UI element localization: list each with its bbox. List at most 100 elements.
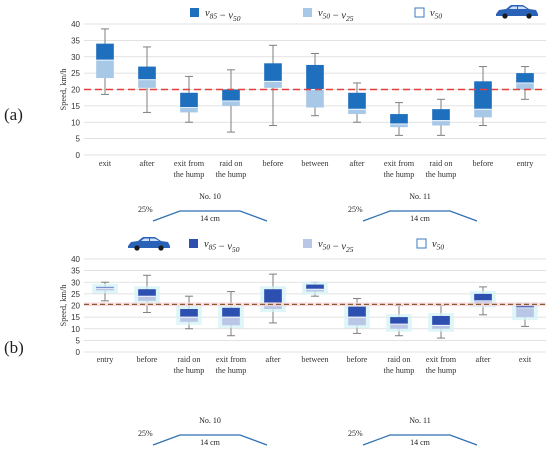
box-8 [432,98,450,136]
box-4 [260,273,286,324]
box-lower-quartile [180,107,198,113]
x-category-label: before [473,159,494,168]
box-1 [138,46,156,113]
hump-slope-label: 25% [138,429,153,438]
car-wheel [158,245,164,251]
box-lower-quartile [516,307,534,318]
box-upper-quartile [96,43,114,61]
box-lower-quartile [138,296,156,301]
panel-label: (a) [4,105,23,124]
hump-profile-0: No. 10 25% 14 cm [138,416,268,447]
legend-swatch-dark [190,8,199,17]
box-upper-quartile [432,109,450,121]
x-category-label: after [350,159,365,168]
legend-swatch-median [416,238,427,249]
box-5 [302,281,328,297]
legend-label: v50 [430,8,442,21]
x-category-label: raid on the hump [384,355,415,375]
box-lower-quartile [432,120,450,126]
box-upper-quartile [180,308,198,318]
hump-profile-line [152,434,268,446]
y-tick-label: 0 [76,348,81,357]
y-tick-label: 25 [71,69,80,78]
box-lower-quartile [306,289,324,292]
box-upper-quartile [138,66,156,80]
x-category-label: raid on the hump [216,159,247,179]
hump-width-label: 14 cm [200,214,221,223]
chart-panel-b: (b) Speed, km/h 0 5 10 15 20 25 30 35 40 entry befor… [4,237,546,447]
x-category-label: entry [97,355,115,364]
hump-profile-1: No. 11 25% 14 cm [348,192,478,223]
hump-slope-label: 25% [138,205,153,214]
hump-profile-line [362,210,478,222]
box-lower-quartile [348,109,366,115]
x-category-label: before [137,355,158,364]
x-category-label: before [263,159,284,168]
x-category-label: between [301,159,328,168]
box-upper-quartile [306,284,324,290]
y-tick-label: 30 [71,278,80,287]
hump-width-label: 14 cm [200,438,221,447]
chart-panel-a: (a) Speed, km/h 0 5 10 15 20 25 30 35 40 exit after e… [4,5,546,223]
panel-label: (b) [4,338,24,357]
box-upper-quartile [474,81,492,110]
car-window-rear [518,6,527,9]
y-tick-label: 40 [71,20,80,29]
legend-swatch-light [303,8,312,17]
hump-slope-label: 25% [348,429,363,438]
car-body [128,237,170,248]
box-lower-quartile [306,89,324,108]
legend: v85 − v50 v50 − v25 v50 [189,238,444,254]
box-lower-quartile [348,317,366,326]
box-3 [222,69,240,133]
hump-slope-label: 25% [348,205,363,214]
box-upper-quartile [306,64,324,90]
box-upper-quartile [390,114,408,124]
x-category-label: before [347,355,368,364]
legend-swatch-dark [189,239,198,248]
y-tick-label: 30 [71,53,80,62]
x-category-label: entry [517,159,535,168]
y-tick-label: 35 [71,267,80,276]
hump-profile-1: No. 11 25% 14 cm [348,416,478,447]
box-lower-quartile [474,109,492,118]
box-lower-quartile [180,317,198,322]
x-category-label: exit from the hump [174,159,205,179]
car-window-rear [150,238,159,241]
y-tick-label: 20 [71,86,80,95]
car-wheel [502,13,508,19]
box-0 [96,28,114,95]
box-lower-quartile [96,60,114,79]
car-icon [128,237,170,251]
hump-profile-line [152,210,268,222]
box-upper-quartile [222,89,240,101]
y-axis-label: Speed, km/h [59,68,68,111]
x-category-label: exit [99,159,112,168]
box-upper-quartile [474,293,492,301]
hump-number-label: No. 10 [199,416,221,425]
car-wheel [526,13,532,19]
box-10 [516,66,534,100]
legend-label: v50 [432,239,444,252]
y-tick-label: 40 [71,255,80,264]
x-category-label: raid on the hump [426,159,457,179]
car-body [496,5,538,16]
car-icon [496,5,538,19]
box-8 [428,305,454,339]
box-upper-quartile [222,307,240,318]
hump-number-label: No. 10 [199,192,221,201]
box-2 [180,75,198,123]
box-upper-quartile [264,63,282,82]
box-lower-quartile [432,325,450,329]
box-6 [348,82,366,123]
legend-swatch-light [303,239,312,248]
hump-width-label: 14 cm [410,214,431,223]
box-upper-quartile [180,92,198,108]
box-upper-quartile [264,289,282,304]
box-9 [470,286,496,316]
hump-profile-line [362,434,478,446]
legend-label: v85 − v50 [205,8,241,23]
box-lower-quartile [222,100,240,106]
box-lower-quartile [96,288,114,291]
